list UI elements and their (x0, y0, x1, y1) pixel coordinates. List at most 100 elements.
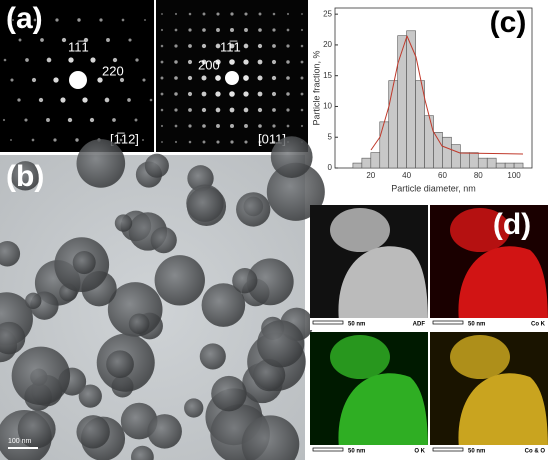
eds-maps: 50 nm ADF 50 nm Co K 50 nm O K 50 nm Co & O (310, 205, 548, 457)
particle (10, 161, 40, 191)
diffraction-spot (286, 92, 290, 96)
diffraction-spot (257, 43, 263, 49)
diffraction-spot (201, 75, 207, 81)
scale-bar (312, 447, 344, 452)
scale-label: 100 nm (8, 438, 32, 445)
diffraction-spot (68, 57, 74, 63)
x-axis-title: Particle diameter, nm (391, 183, 476, 193)
scale-label: 50 nm (468, 449, 485, 455)
diffraction-spot (258, 140, 262, 144)
particle (11, 346, 71, 406)
particle-map (330, 208, 390, 252)
diffraction-spot (188, 12, 192, 16)
diffraction-spot (257, 59, 263, 65)
bar (486, 157, 497, 169)
map-label: O K (414, 449, 425, 455)
map-label: Co & O (525, 449, 546, 455)
diffraction-spot (75, 138, 79, 142)
diffraction-spot (272, 12, 276, 16)
diffraction-spot (225, 71, 239, 85)
particle (184, 398, 204, 418)
particle (150, 227, 177, 254)
particle (25, 292, 42, 309)
diffraction-spot (243, 107, 249, 113)
diffraction-spot (272, 124, 276, 128)
particle (76, 139, 126, 188)
diffraction-spot (257, 91, 263, 97)
diffraction-spot (286, 76, 290, 80)
diffraction-spot (258, 12, 262, 16)
x-tick-label: 60 (438, 171, 447, 180)
diffraction-spot (216, 12, 220, 16)
diffraction-left (0, 0, 154, 152)
diffraction-spot (112, 57, 118, 63)
diffraction-spot (286, 12, 290, 16)
diffraction-right (156, 0, 308, 152)
diffraction-spot (215, 59, 221, 65)
diffraction-spot (60, 97, 66, 103)
diffraction-spot (229, 59, 235, 65)
particle (186, 186, 227, 227)
diffraction-spot (286, 28, 290, 32)
particle (76, 415, 110, 449)
diffraction-spot (174, 140, 178, 144)
y-tick-label: 0 (328, 163, 333, 172)
diffraction-spot (174, 60, 178, 64)
particle-map (330, 335, 390, 379)
diffraction-spot (119, 138, 123, 142)
particle (78, 384, 102, 408)
diffraction-spot (61, 37, 67, 43)
diffraction-spot (174, 12, 178, 16)
x-tick-label: 20 (366, 171, 375, 180)
diffraction-spot (229, 107, 235, 113)
diffraction-spot (82, 97, 88, 103)
map-label: ADF (413, 322, 426, 328)
x-tick-label: 40 (402, 171, 411, 180)
particle (246, 258, 294, 306)
diffraction-spot (300, 76, 304, 80)
scale-bar (432, 447, 464, 452)
diffraction-spot (286, 108, 290, 112)
particle-map (450, 335, 510, 379)
diffraction-spot (229, 43, 235, 49)
particle (241, 415, 300, 465)
diffraction-spot (216, 124, 220, 128)
diffraction-spot (286, 44, 290, 48)
particle (17, 410, 56, 449)
diffraction-spot (215, 75, 221, 81)
diffraction-spot (24, 118, 28, 122)
diffraction-spot (142, 139, 144, 141)
diffraction-spot (104, 97, 110, 103)
diffraction-spot (215, 107, 221, 113)
diffraction-spot (244, 124, 248, 128)
panel-label: (a) (6, 2, 43, 35)
diffraction-spot (160, 108, 164, 112)
diffraction-spot (10, 78, 14, 82)
diffraction-spot (244, 140, 248, 144)
scale-label: 50 nm (468, 322, 485, 328)
diffraction-spot (301, 13, 303, 15)
diffraction-spot (33, 18, 37, 22)
bar (424, 115, 434, 169)
diffraction-spot (187, 75, 193, 81)
particle-map (450, 208, 510, 252)
diffraction-spot (97, 77, 103, 83)
diffraction-spot (286, 124, 290, 128)
diffraction-spot (144, 19, 146, 21)
panel-label: (c) (490, 6, 527, 39)
diffraction-spot (202, 140, 206, 144)
diffraction-spot (188, 140, 192, 144)
diffraction-spot (127, 98, 131, 102)
diffraction-spot (258, 28, 262, 32)
diffraction-spot (77, 18, 81, 22)
diffraction-spot (230, 12, 234, 16)
diffraction-spot (272, 44, 276, 48)
diffraction-spot (201, 107, 207, 113)
particle (236, 192, 271, 227)
particle (106, 350, 134, 379)
scale-bar (312, 320, 344, 325)
diffraction-spot (31, 77, 37, 83)
miller-index: 11̅1 (220, 39, 241, 54)
particle (201, 283, 246, 327)
